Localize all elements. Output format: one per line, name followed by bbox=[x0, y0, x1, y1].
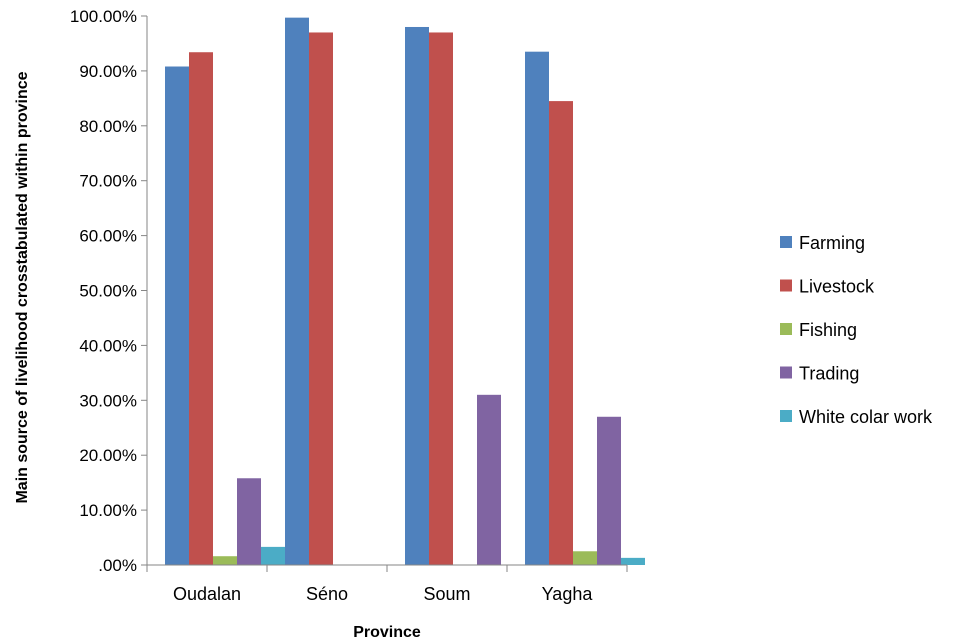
x-tick-label: Séno bbox=[306, 584, 348, 604]
bar-farming bbox=[165, 66, 189, 566]
y-tick-label: 80.00% bbox=[79, 117, 137, 136]
bar-livestock bbox=[429, 32, 453, 566]
legend-label: Farming bbox=[799, 233, 865, 253]
bar-fishing bbox=[573, 551, 597, 565]
x-axis-tick-labels: Oudalan Séno Soum Yagha bbox=[173, 584, 593, 604]
bar-trading bbox=[597, 416, 621, 565]
bar-white-colar-work bbox=[261, 546, 285, 565]
y-tick-label: 10.00% bbox=[79, 501, 137, 520]
bar-farming bbox=[285, 17, 309, 566]
legend: Farming Livestock Fishing Trading White cola… bbox=[780, 233, 933, 427]
legend-swatch bbox=[780, 323, 792, 335]
legend-label: White colar work bbox=[799, 407, 933, 427]
y-tick-label: 40.00% bbox=[79, 336, 137, 355]
y-axis-title: Main source of livelihood crosstabulated… bbox=[14, 71, 31, 503]
legend-swatch bbox=[780, 366, 792, 379]
legend-label: Livestock bbox=[799, 277, 875, 297]
x-tick-label: Yagha bbox=[542, 584, 594, 604]
y-axis-ticks: .00% 10.00% 20.00% 30.00% 40.00% 50.00% 60.00%… bbox=[70, 7, 147, 575]
y-tick-label: 60.00% bbox=[79, 227, 137, 246]
legend-swatch bbox=[780, 410, 792, 422]
legend-label: Trading bbox=[799, 364, 859, 384]
bar-farming bbox=[405, 26, 429, 566]
y-tick-label: 70.00% bbox=[79, 172, 137, 191]
x-tick-label: Oudalan bbox=[173, 584, 241, 604]
x-tick-label: Soum bbox=[423, 584, 470, 604]
y-tick-label: 30.00% bbox=[79, 391, 137, 410]
bar-trading bbox=[477, 394, 501, 565]
y-tick-label: 50.00% bbox=[79, 282, 137, 301]
axes bbox=[146, 16, 628, 572]
legend-swatch bbox=[780, 236, 792, 248]
bar-trading bbox=[237, 478, 261, 565]
legend-swatch bbox=[780, 279, 792, 292]
y-tick-label: 20.00% bbox=[79, 446, 137, 465]
x-axis-title: Province bbox=[353, 624, 421, 641]
legend-label: Fishing bbox=[799, 320, 857, 340]
y-tick-label: 100.00% bbox=[70, 7, 137, 26]
bar-livestock bbox=[309, 32, 333, 566]
bar-white-colar-work bbox=[621, 557, 645, 565]
y-tick-label: 90.00% bbox=[79, 62, 137, 81]
y-tick-label: .00% bbox=[98, 556, 137, 575]
bar-livestock bbox=[549, 101, 573, 565]
bars bbox=[165, 17, 645, 566]
bar-farming bbox=[525, 51, 549, 566]
bar-livestock bbox=[189, 52, 213, 565]
bar-fishing bbox=[213, 556, 237, 565]
